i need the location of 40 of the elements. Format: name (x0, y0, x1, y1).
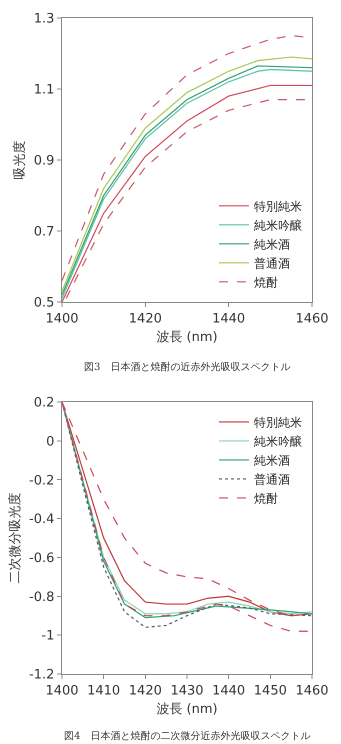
x-tick-label: 1440 (212, 312, 246, 327)
y-tick-label: -0.8 (29, 590, 54, 605)
x-tick-label: 1450 (254, 684, 287, 699)
x-tick-label: 1430 (170, 684, 204, 699)
y-tick-label: -0.6 (29, 550, 54, 566)
x-tick-label: 1400 (45, 684, 79, 699)
y-tick-label: -1 (41, 628, 54, 644)
y-tick-label: 0.2 (34, 396, 54, 411)
y-tick-label: 1.3 (34, 12, 54, 27)
x-tick-label: 1420 (128, 312, 162, 327)
legend-label: 純米吟醸 (254, 434, 302, 449)
x-tick-label: 1410 (87, 684, 120, 699)
y-tick-label: -0.4 (29, 512, 54, 528)
y-tick-label: 0.9 (34, 154, 54, 169)
legend-label: 特別純米 (254, 200, 302, 214)
y-axis-title: 二次微分吸光度 (6, 492, 23, 584)
legend-label: 純米酒 (254, 238, 290, 252)
legend-label: 普通酒 (254, 472, 290, 487)
y-axis-title: 吸光度 (12, 140, 28, 180)
x-axis-title: 波長 (nm) (156, 702, 218, 718)
legend-label: 焼酎 (254, 492, 278, 506)
caption: 図3 日本酒と焼酎の近赤外光吸収スペクトル (84, 361, 290, 373)
y-tick-label: 0.5 (34, 296, 54, 311)
legend-label: 純米酒 (254, 454, 290, 468)
x-tick-label: 1460 (295, 312, 329, 327)
y-tick-label: -1.2 (29, 668, 54, 683)
x-tick-label: 1420 (128, 684, 162, 699)
legend-label: 純米吟醸 (254, 218, 302, 232)
x-tick-label: 1460 (295, 684, 329, 699)
x-tick-label: 1440 (212, 684, 246, 699)
y-tick-label: 0.7 (34, 224, 54, 240)
x-axis-title: 波長 (nm) (156, 330, 218, 346)
x-tick-label: 1400 (45, 312, 79, 327)
y-tick-label: -0.2 (29, 473, 54, 488)
legend-label: 普通酒 (254, 256, 290, 270)
y-tick-label: 1.1 (34, 82, 54, 98)
caption: 図4 日本酒と焼酎の二次微分近赤外光吸収スペクトル (64, 730, 310, 742)
legend-label: 特別純米 (254, 416, 302, 430)
y-tick-label: 0 (46, 434, 54, 450)
legend-label: 焼酎 (254, 276, 278, 290)
